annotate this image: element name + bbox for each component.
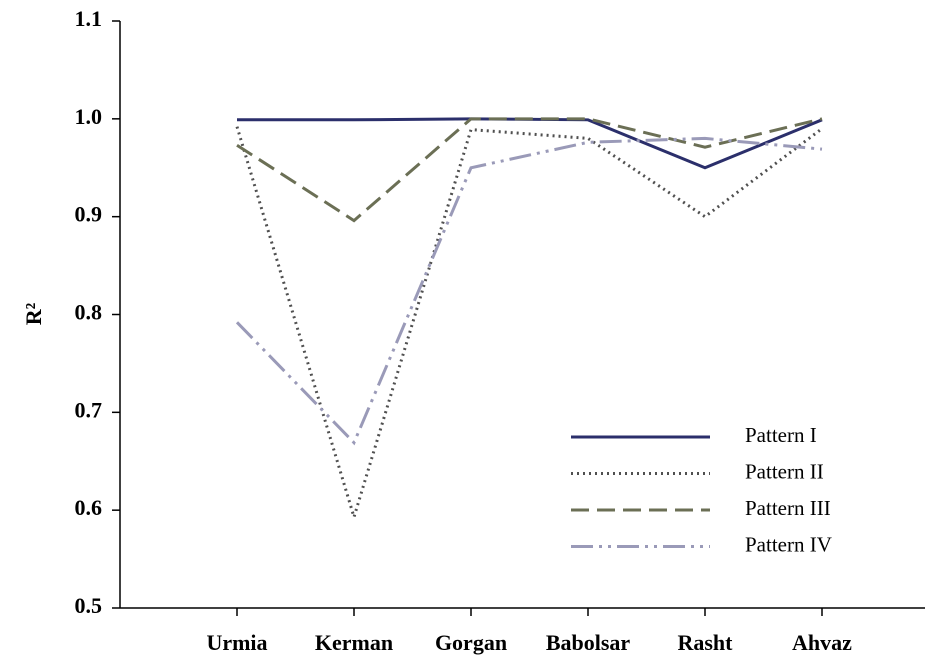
x-tick-label: Kerman — [315, 630, 393, 655]
x-tick-label: Babolsar — [546, 630, 631, 655]
legend-label: Pattern I — [745, 423, 817, 447]
y-tick-label: 0.7 — [75, 397, 103, 422]
legend-label: Pattern II — [745, 459, 824, 483]
series-line — [235, 126, 823, 523]
y-tick-label: 0.8 — [75, 300, 103, 325]
y-axis-label: R² — [21, 302, 46, 325]
x-tick-label: Rasht — [677, 630, 733, 655]
legend-label: Pattern IV — [745, 532, 832, 556]
y-tick-label: 0.9 — [75, 202, 103, 227]
x-tick-label: Urmia — [206, 630, 267, 655]
x-tick-label: Gorgan — [435, 630, 507, 655]
series-line — [237, 117, 823, 170]
legend-label: Pattern III — [745, 496, 831, 520]
series-line — [235, 136, 823, 446]
series-line — [236, 117, 823, 223]
y-tick-label: 1.1 — [75, 6, 103, 31]
x-tick-label: Ahvaz — [792, 630, 852, 655]
y-tick-label: 0.6 — [75, 495, 103, 520]
y-tick-label: 0.5 — [75, 593, 103, 618]
y-tick-label: 1.0 — [75, 104, 103, 129]
